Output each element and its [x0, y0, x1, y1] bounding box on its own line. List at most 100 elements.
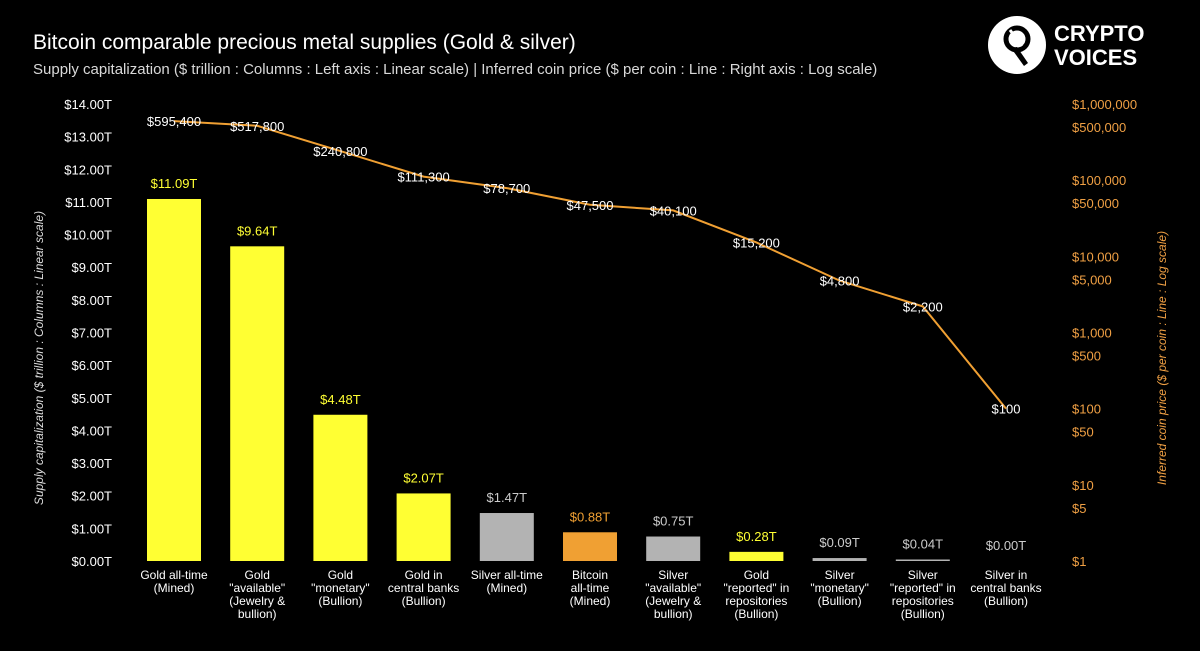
right-tick-label: $1,000 [1072, 326, 1112, 341]
right-axis-ticks: $1 $5 $10 $50 $100 $500 $1,000 $5,000 $10,000 $50… [1072, 97, 1137, 569]
bar-value-label: $11.09T [151, 176, 198, 191]
bar [563, 532, 617, 561]
category-label-line: "monetary" [810, 581, 869, 595]
category-label: Gold "monetary" (Bullion) [311, 568, 370, 608]
category-label-line: repositories [892, 594, 954, 608]
category-label-line: repositories [725, 594, 787, 608]
category-label: Silver "available" (Jewelry & bullion) [645, 568, 701, 621]
price-value-label: $111,300 [397, 170, 449, 185]
category-label: Gold in central banks (Bullion) [388, 568, 459, 608]
bar [729, 551, 784, 561]
category-label-line: Silver [658, 568, 688, 582]
category-label-line: "reported" in [890, 581, 956, 595]
right-tick-label: $50 [1072, 425, 1094, 440]
bar [812, 558, 867, 561]
category-label-line: "monetary" [311, 581, 370, 595]
price-line [173, 120, 1007, 410]
category-label-line: Silver in [985, 568, 1028, 582]
left-tick-label: $4.00T [72, 423, 113, 438]
brand-logo: CRYPTO VOICES [988, 16, 1158, 74]
category-label-line: (Jewelry & [229, 594, 285, 608]
left-axis-title: Supply capitalization ($ trillion : Colu… [32, 211, 46, 505]
category-label-line: (Bullion) [734, 607, 778, 621]
category-label-line: Bitcoin [572, 568, 608, 582]
category-label-line: "available" [645, 581, 701, 595]
category-label-line: all-time [571, 581, 610, 595]
left-tick-label: $2.00T [72, 489, 113, 504]
right-tick-label: $100,000 [1072, 173, 1126, 188]
left-tick-label: $11.00T [65, 195, 112, 210]
logo-line-2: VOICES [1054, 45, 1138, 70]
category-label-line: central banks [388, 581, 459, 595]
right-tick-label: $1,000,000 [1072, 97, 1137, 112]
price-value-label: $100 [992, 402, 1021, 417]
category-label-line: (Bullion) [402, 594, 446, 608]
category-label-line: Gold [328, 568, 353, 582]
price-line-series [173, 120, 1007, 410]
bar-value-label: $0.28T [736, 529, 777, 544]
category-label-line: (Bullion) [984, 594, 1028, 608]
category-label-line: Silver all-time [471, 568, 543, 582]
category-label: Silver in central banks (Bullion) [970, 568, 1041, 608]
right-tick-label: $500 [1072, 348, 1101, 363]
logo-wordmark: CRYPTO VOICES [1054, 22, 1144, 70]
left-tick-label: $13.00T [64, 130, 112, 145]
right-tick-label: $100 [1072, 402, 1101, 417]
left-tick-label: $3.00T [72, 456, 113, 471]
category-label: Silver "reported" in repositories (Bullion) [890, 568, 956, 621]
price-value-label: $40,100 [650, 203, 697, 218]
left-tick-label: $9.00T [72, 260, 113, 275]
category-label: Silver all-time (Mined) [471, 568, 543, 595]
bar [313, 414, 368, 561]
bar-value-label: $0.75T [653, 514, 694, 529]
left-tick-label: $0.00T [72, 554, 113, 569]
bar [479, 513, 534, 561]
left-tick-label: $1.00T [72, 521, 113, 536]
category-label: Silver "monetary" (Bullion) [810, 568, 869, 608]
category-label-line: "reported" in [723, 581, 789, 595]
bar [230, 246, 285, 561]
price-value-label: $595,400 [147, 114, 201, 129]
price-data-labels: $595,400 $517,800 $240,800 $111,300 $78,700 $… [147, 114, 1021, 417]
category-label-line: (Bullion) [318, 594, 362, 608]
left-tick-label: $6.00T [72, 358, 113, 373]
left-tick-label: $7.00T [72, 326, 113, 341]
chart-title: Bitcoin comparable precious metal suppli… [33, 31, 576, 54]
category-label-line: Silver [825, 568, 855, 582]
price-value-label: $517,800 [230, 119, 284, 134]
right-tick-label: $5,000 [1072, 272, 1112, 287]
category-label-line: (Mined) [486, 581, 527, 595]
category-label: Gold "available" (Jewelry & bullion) [229, 568, 285, 621]
category-label-line: Gold [245, 568, 270, 582]
category-label-line: bullion) [238, 607, 277, 621]
bar [646, 536, 701, 561]
right-axis-title: Inferred coin price ($ per coin : Line :… [1155, 231, 1169, 485]
bar-data-labels: $11.09T $9.64T $4.48T $2.07T $1.47T $0.88T $0.… [151, 176, 1027, 553]
bar-value-label: $1.47T [487, 490, 528, 505]
price-value-label: $15,200 [733, 235, 780, 250]
category-label-line: (Mined) [570, 594, 611, 608]
category-label-line: (Bullion) [818, 594, 862, 608]
bar [396, 493, 451, 561]
price-value-label: $4,800 [820, 274, 860, 289]
chart-subtitle: Supply capitalization ($ trillion : Colu… [33, 61, 878, 78]
right-tick-label: $50,000 [1072, 196, 1119, 211]
bar [147, 198, 201, 561]
right-tick-label: $10,000 [1072, 249, 1119, 264]
price-value-label: $78,700 [483, 181, 530, 196]
left-axis-ticks: $0.00T $1.00T $2.00T $3.00T $4.00T $5.00T $6.0… [64, 97, 112, 569]
right-tick-label: $1 [1072, 554, 1086, 569]
bar-value-label: $0.88T [570, 509, 611, 524]
category-label-line: central banks [970, 581, 1041, 595]
category-label-line: (Bullion) [901, 607, 945, 621]
bar-value-label: $9.64T [237, 223, 278, 238]
left-tick-label: $12.00T [64, 162, 112, 177]
category-label-line: (Jewelry & [645, 594, 701, 608]
category-label: Gold all-time (Mined) [140, 568, 208, 595]
right-tick-label: $5 [1072, 501, 1086, 516]
category-label-line: bullion) [654, 607, 693, 621]
price-value-label: $2,200 [903, 299, 943, 314]
bar-value-label: $0.00T [986, 538, 1027, 553]
category-label: Bitcoin all-time (Mined) [570, 568, 611, 608]
